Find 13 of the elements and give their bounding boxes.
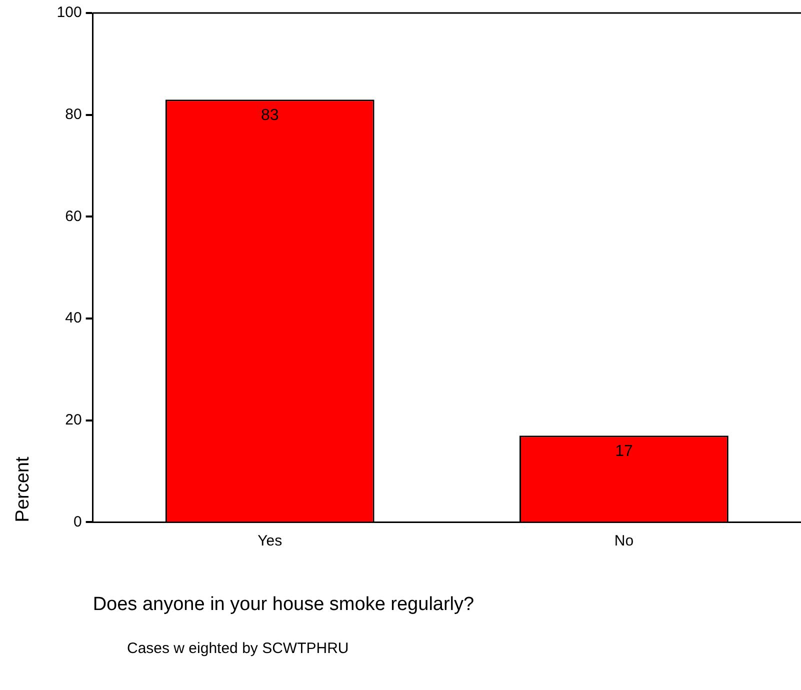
y-tick-label: 20 — [65, 412, 82, 428]
text: Cases w eighted by SCWTPHRU — [127, 640, 349, 657]
data-label: 17 — [615, 443, 633, 460]
y-axis-title: Percent — [12, 456, 34, 522]
y-tick-label: 100 — [56, 4, 82, 22]
y-tick-label: 80 — [65, 106, 82, 123]
y-tick-label: 40 — [65, 310, 82, 327]
y-tick-label: 0 — [73, 513, 82, 530]
data-label: 83 — [260, 106, 279, 124]
x-axis-title: Does anyone in your house smoke regularly? — [92, 594, 474, 615]
x-tick-label: Yes — [258, 532, 282, 550]
x-tick-label: No — [614, 532, 634, 550]
y-tick-label: 60 — [65, 208, 82, 225]
